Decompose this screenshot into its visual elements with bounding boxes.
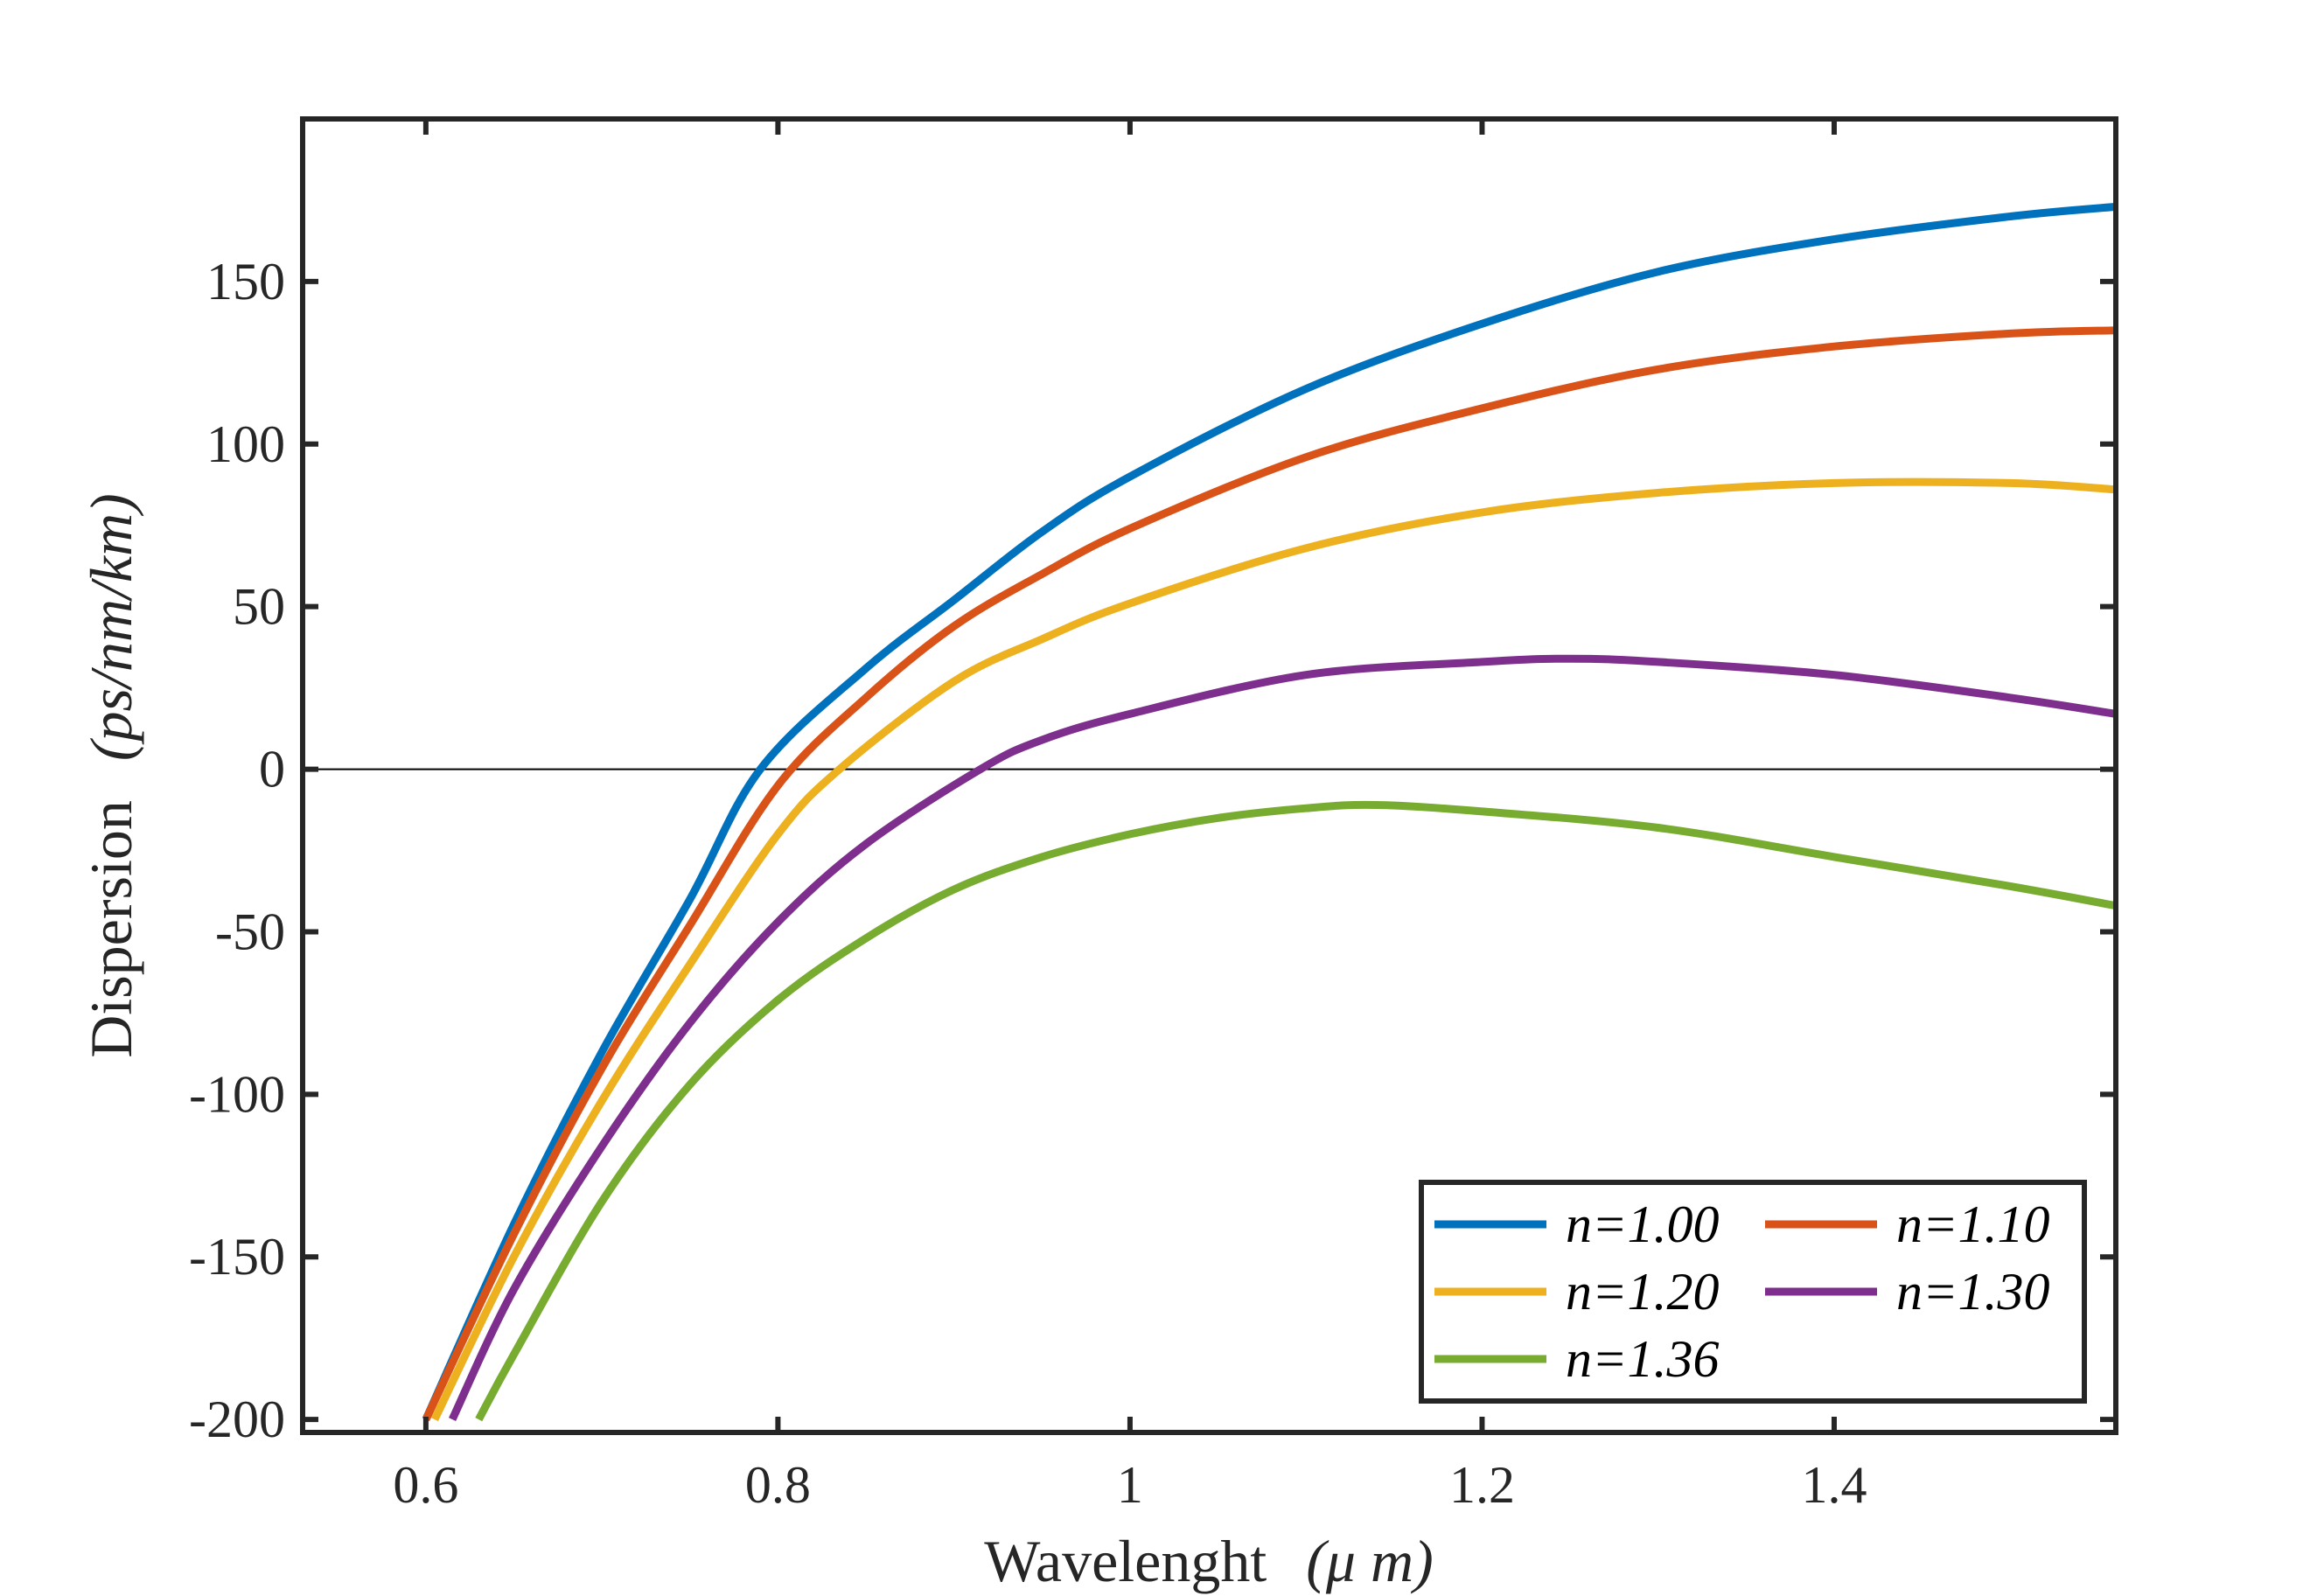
series-line-4 xyxy=(449,654,2116,1422)
y-tick-label-1: -150 xyxy=(189,1228,285,1286)
tick-labels: 0.6 0.8 1 1.2 1.4 -200 -150 -100 -50 0 50 100 150 xyxy=(189,253,1867,1514)
series-line-3 xyxy=(430,477,2116,1422)
x-tick-label-4: 1.4 xyxy=(1801,1456,1867,1514)
x-tick-label-3: 1.2 xyxy=(1449,1456,1515,1514)
x-tick-label-1: 0.8 xyxy=(745,1456,811,1514)
legend: n=1.00 n=1.10 n=1.20 n=1.30 n=1.36 xyxy=(1419,1180,2087,1404)
y-tick-label-2: -100 xyxy=(189,1065,285,1123)
y-tick-label-5: 50 xyxy=(233,578,285,636)
y-tick-label-7: 150 xyxy=(206,253,285,310)
y-tick-label-3: -50 xyxy=(215,903,285,960)
x-axis-label: Wavelenght (μ m) xyxy=(984,1528,1434,1594)
legend-label-2: n=1.10 xyxy=(1896,1195,2050,1253)
y-axis-label: Dispersion (ps/nm/km) xyxy=(78,493,144,1058)
legend-label-4: n=1.30 xyxy=(1896,1263,2050,1321)
axes-box xyxy=(300,116,2118,1435)
plot-area xyxy=(303,202,2116,1422)
x-tick-label-0: 0.6 xyxy=(393,1456,458,1514)
series-line-2 xyxy=(422,326,2116,1422)
x-tick-label-2: 1 xyxy=(1117,1456,1143,1514)
y-tick-label-4: 0 xyxy=(259,741,285,798)
y-tick-label-6: 100 xyxy=(206,415,285,473)
y-tick-label-0: -200 xyxy=(189,1390,285,1448)
legend-label-1: n=1.00 xyxy=(1566,1195,1720,1253)
series-line-5 xyxy=(475,800,2116,1422)
legend-label-5: n=1.36 xyxy=(1566,1330,1720,1388)
series-line-1 xyxy=(422,202,2116,1421)
legend-label-3: n=1.20 xyxy=(1566,1263,1720,1321)
